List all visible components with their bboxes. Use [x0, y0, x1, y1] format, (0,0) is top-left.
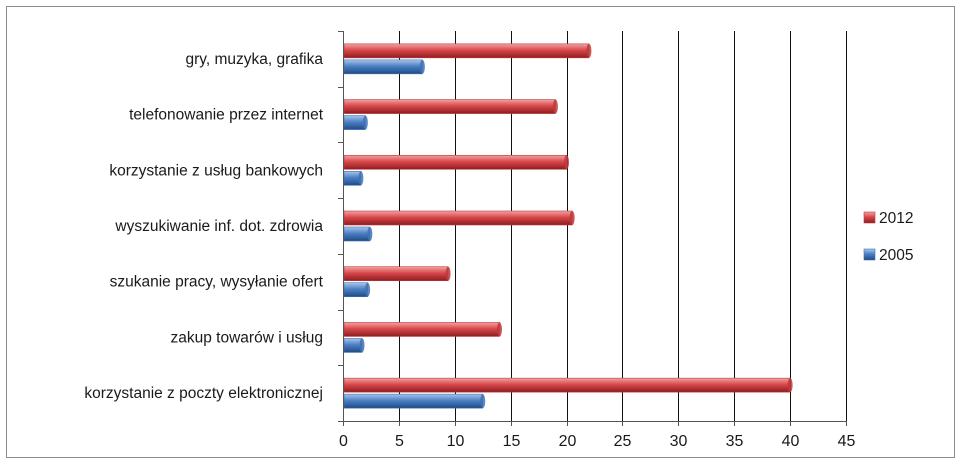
x-tick-label: 10 [447, 433, 465, 450]
bar-cap [787, 378, 793, 393]
category-label: korzystanie z usług bankowych [109, 162, 323, 179]
x-tick-label: 0 [339, 433, 348, 450]
bar-2012-6 [343, 377, 791, 393]
x-tick-label: 30 [670, 433, 688, 450]
bar-2005-1 [343, 115, 366, 130]
bar-2012-4 [343, 266, 449, 282]
x-tick-label: 25 [614, 433, 632, 450]
category-label: szukanie pracy, wysyłanie ofert [110, 274, 324, 291]
bar-cap [586, 43, 592, 58]
legend-label: 2005 [879, 247, 913, 264]
bar-2005-2 [343, 170, 362, 186]
category-label: korzystanie z poczty elektronicznej [84, 385, 323, 402]
bar-2005-6 [343, 393, 484, 409]
bar-2012-2 [343, 154, 567, 170]
x-tick-label: 15 [503, 433, 521, 450]
bar-2012-1 [343, 99, 556, 114]
bar-cap [445, 266, 451, 281]
bar-2012-0 [343, 43, 590, 59]
x-tick-label: 20 [559, 433, 577, 450]
legend-swatch-2012 [863, 211, 876, 224]
legend: 2012 2005 [863, 210, 913, 264]
category-label: telefonowanie przez internet [129, 107, 324, 124]
x-tick-label: 40 [782, 433, 800, 450]
x-tick-label: 35 [726, 433, 744, 450]
labels: 0 5 10 15 20 25 30 35 40 45 gry, muzyka, grafika te… [84, 51, 855, 450]
axes [338, 31, 847, 426]
bar-2005-0 [343, 59, 423, 75]
bar-2005-3 [343, 226, 371, 242]
bar-cap [564, 155, 570, 170]
legend-swatch-2005 [863, 248, 876, 261]
x-tick-label: 45 [838, 433, 856, 450]
bar-cap [496, 322, 502, 337]
bar-cap [358, 171, 364, 186]
bar-cap [569, 211, 575, 225]
legend-label: 2012 [879, 210, 913, 227]
grid-lines [399, 31, 847, 421]
bar-2012-3 [343, 210, 573, 226]
bars [343, 43, 793, 409]
bar-cap [359, 338, 365, 353]
bar-cap [365, 282, 371, 297]
bar-2012-5 [343, 322, 500, 337]
category-label: zakup towarów i usług [171, 329, 324, 346]
bar-2005-4 [343, 282, 368, 298]
bar-cap [367, 227, 373, 241]
bar-cap [552, 99, 558, 114]
category-label: wyszukiwanie inf. dot. zdrowia [114, 218, 323, 235]
bar-cap [480, 394, 486, 409]
x-tick-label: 5 [395, 433, 404, 450]
bar-2005-5 [343, 338, 363, 353]
bar-cap [362, 115, 368, 130]
bar-cap [419, 59, 425, 74]
category-label: gry, muzyka, grafika [185, 51, 323, 68]
